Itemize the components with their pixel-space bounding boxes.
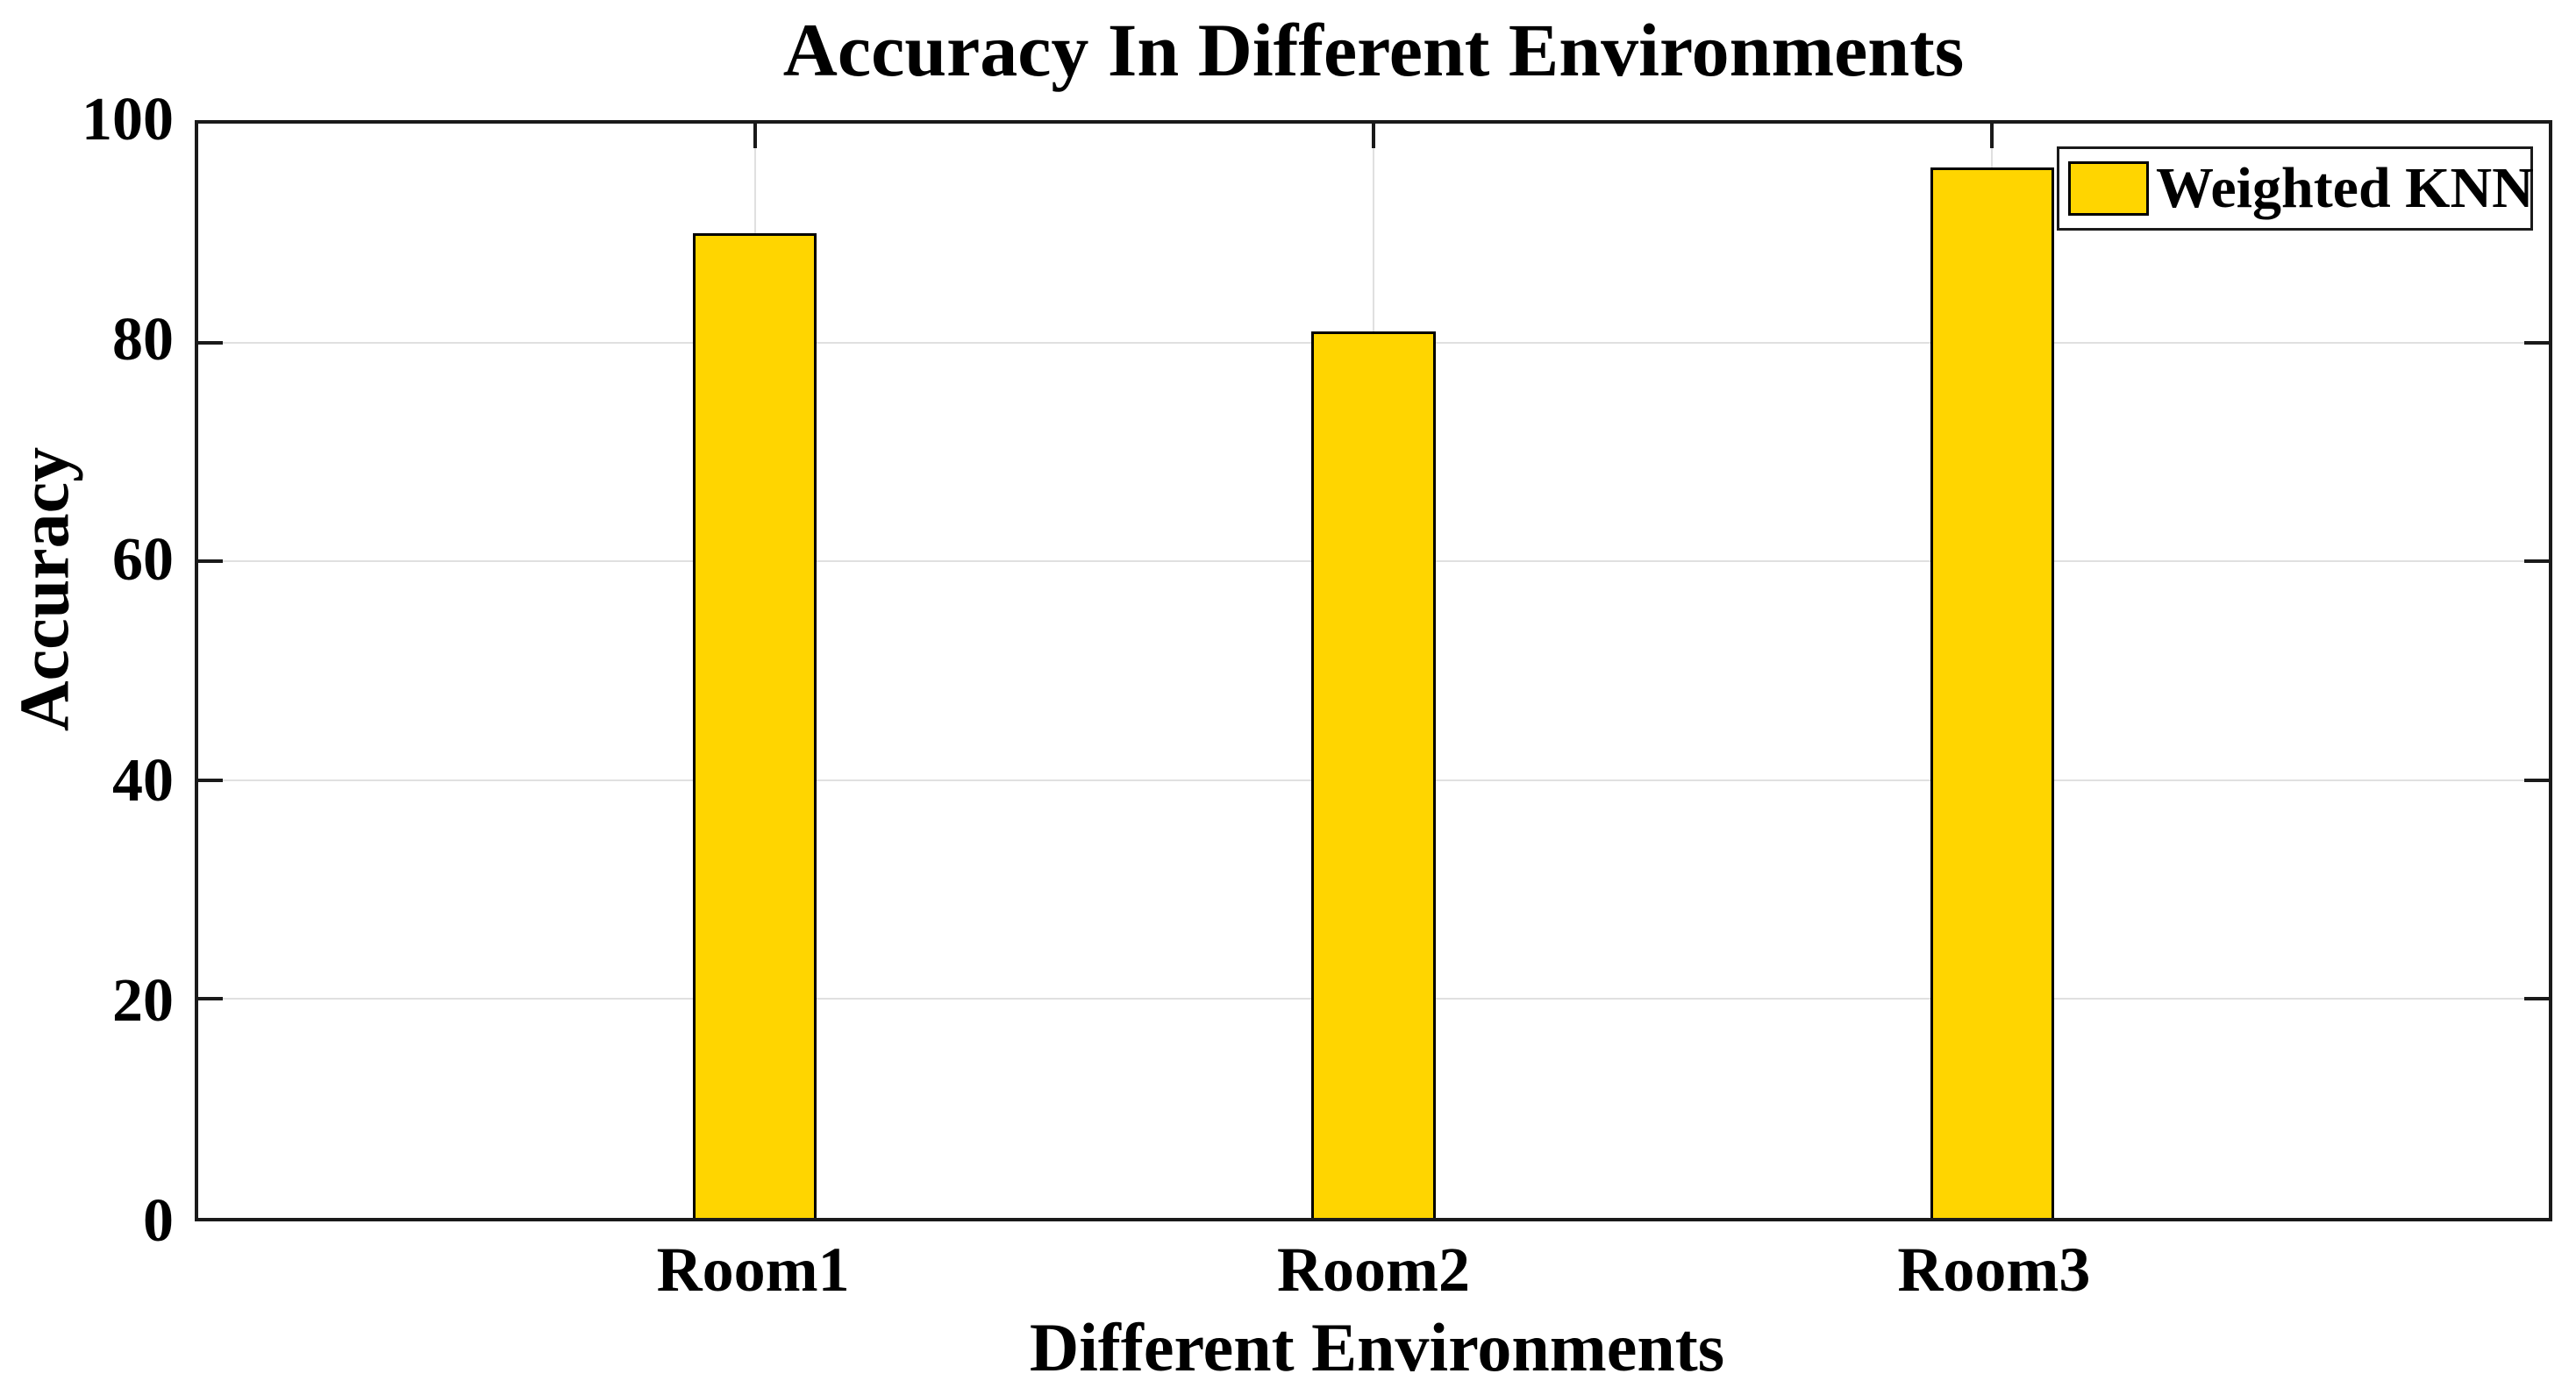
y-tick-label: 20 [112, 966, 174, 1035]
legend-label: Weighted KNN [2156, 156, 2534, 220]
y-tick-label: 80 [112, 306, 174, 374]
y-tick-label: 60 [112, 526, 174, 594]
x-tick-mark [1990, 124, 1994, 148]
y-tick-mark [2524, 559, 2549, 564]
x-tick-mark [753, 124, 757, 148]
plot-area [195, 120, 2552, 1221]
y-tick-label: 0 [143, 1187, 174, 1255]
x-tick-label: Room2 [1277, 1235, 1470, 1305]
bar-room2 [1311, 331, 1436, 1218]
legend-swatch [2068, 161, 2149, 216]
x-tick-label: Room3 [1897, 1235, 2091, 1305]
y-tick-mark [2524, 778, 2549, 782]
chart-title: Accuracy In Different Environments [782, 8, 1965, 92]
y-tick-label: 40 [112, 746, 174, 815]
y-tick-labels: 0 20 40 60 80 100 [0, 89, 174, 1252]
y-tick-mark [2524, 997, 2549, 1001]
y-tick-mark [2524, 340, 2549, 345]
x-tick-labels: Room1 Room2 Room3 [195, 1238, 2552, 1317]
y-tick-mark [198, 778, 223, 782]
y-tick-label: 100 [82, 86, 174, 153]
bar-room3 [1930, 167, 2054, 1218]
x-tick-mark [1372, 124, 1375, 148]
bar-room1 [693, 232, 817, 1218]
y-tick-mark [198, 997, 223, 1001]
y-tick-mark [198, 559, 223, 564]
x-axis-label: Different Environments [1029, 1309, 1725, 1385]
y-tick-mark [198, 340, 223, 345]
x-tick-label: Room1 [656, 1235, 850, 1305]
legend: Weighted KNN [2057, 146, 2534, 231]
